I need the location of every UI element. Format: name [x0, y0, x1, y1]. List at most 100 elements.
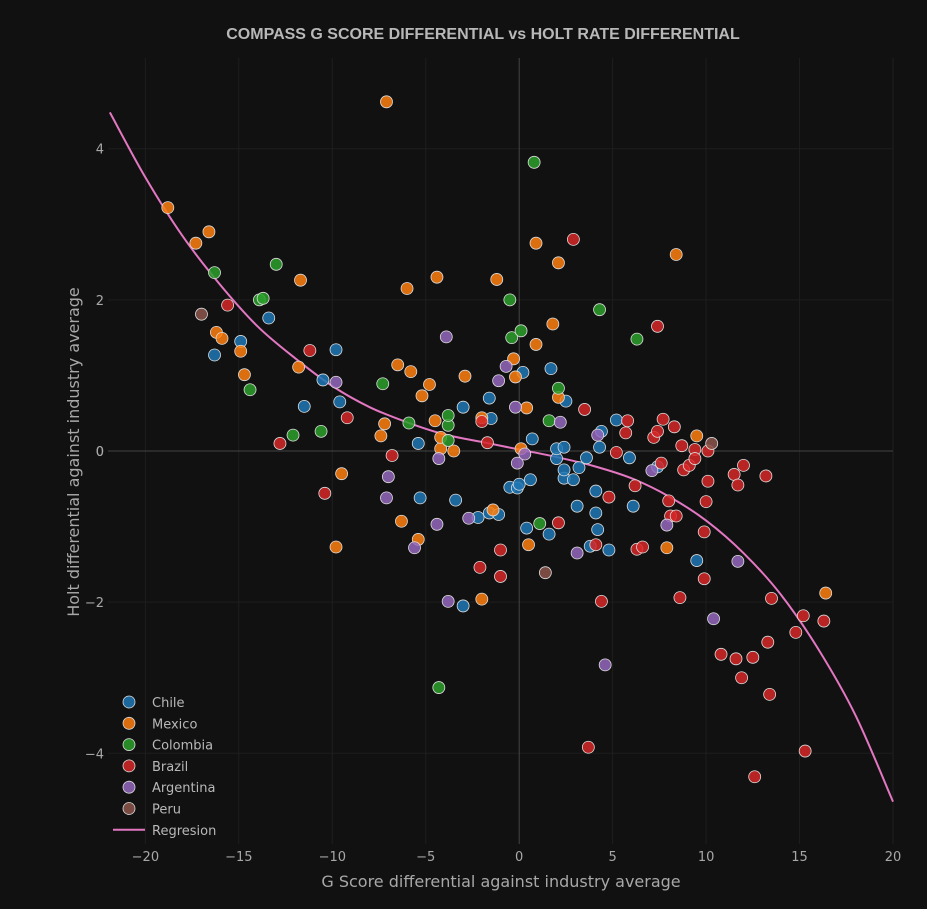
data-point-brazil	[789, 625, 803, 639]
data-point-argentina	[381, 470, 395, 484]
data-point-chile	[333, 395, 347, 409]
y-tick-label: −4	[85, 747, 104, 762]
legend[interactable]: Chile Mexico Colombia Brazil Argentina Peru Re…	[113, 695, 216, 839]
data-point-colombia	[593, 303, 606, 317]
data-point-argentina	[492, 374, 506, 388]
data-point-chile	[589, 506, 603, 520]
data-point-brazil	[628, 479, 642, 493]
y-tick-label: −2	[85, 596, 104, 611]
data-point-chile	[557, 463, 571, 477]
data-point-argentina	[645, 464, 659, 478]
data-point-brazil	[473, 560, 487, 574]
data-point-chile	[525, 432, 539, 446]
data-point-chile	[626, 499, 640, 513]
data-point-argentina	[439, 330, 453, 344]
data-point-argentina	[598, 658, 612, 672]
data-point-chile	[208, 348, 221, 362]
data-point-colombia	[533, 517, 547, 530]
data-point-brazil	[731, 478, 745, 492]
data-point-brazil	[621, 414, 634, 428]
data-point-brazil	[697, 572, 711, 586]
data-point-colombia	[208, 266, 221, 280]
data-point-colombia	[505, 331, 519, 345]
data-point-brazil	[303, 344, 317, 357]
data-point-argentina	[660, 518, 674, 532]
data-point-brazil	[566, 232, 580, 246]
data-point-brazil	[651, 319, 664, 333]
legend-marker	[122, 695, 136, 709]
data-point-peru	[195, 307, 208, 321]
data-point-chile	[557, 440, 571, 454]
y-tick-label: 0	[96, 445, 104, 460]
data-point-chile	[566, 473, 580, 487]
data-point-argentina	[570, 546, 584, 560]
data-point-colombia	[243, 383, 257, 397]
data-point-chile	[456, 599, 470, 613]
data-point-chile	[413, 491, 427, 505]
data-point-mexico	[529, 236, 543, 250]
legend-marker	[122, 716, 136, 730]
data-point-mexico	[234, 344, 248, 358]
data-point-colombia	[432, 681, 446, 694]
x-tick-label: 5	[609, 850, 617, 865]
x-tick-label: 0	[515, 850, 523, 865]
legend-marker	[122, 802, 136, 815]
data-point-chile	[524, 473, 537, 487]
data-point-mexico	[380, 95, 393, 109]
data-point-chile	[411, 437, 425, 450]
data-point-brazil	[619, 426, 633, 440]
data-point-argentina	[499, 359, 513, 373]
data-point-colombia	[269, 257, 283, 271]
legend-label: Argentina	[152, 781, 215, 796]
data-point-colombia	[441, 409, 455, 422]
data-point-brazil	[494, 543, 507, 557]
data-point-brazil	[729, 652, 743, 666]
regression-layer	[108, 111, 894, 803]
data-point-brazil	[602, 490, 616, 504]
data-point-brazil	[714, 647, 728, 661]
y-tick-label: 4	[96, 143, 104, 158]
data-point-colombia	[314, 424, 328, 438]
data-point-chile	[329, 343, 343, 357]
data-point-mexico	[520, 401, 534, 415]
data-point-mexico	[690, 429, 704, 443]
data-point-mexico	[215, 331, 229, 345]
data-point-brazil	[385, 449, 399, 462]
data-point-argentina	[380, 491, 393, 505]
data-point-mexico	[423, 378, 436, 391]
regression-line	[108, 111, 894, 803]
data-point-brazil	[481, 436, 494, 450]
data-point-chile	[316, 373, 330, 387]
data-point-brazil	[746, 650, 760, 664]
data-point-chile	[591, 523, 605, 536]
data-point-brazil	[609, 446, 623, 459]
legend-label: Mexico	[152, 717, 197, 732]
data-point-brazil	[589, 538, 603, 552]
x-tick-label: 10	[698, 850, 715, 865]
x-tick-label: −5	[416, 850, 435, 865]
data-point-chile	[297, 400, 311, 413]
data-point-brazil	[817, 614, 831, 628]
data-point-chile	[589, 484, 603, 498]
data-point-brazil	[765, 591, 778, 605]
data-point-brazil	[552, 516, 565, 530]
data-point-argentina	[518, 447, 532, 461]
scatter-points	[161, 95, 833, 784]
data-point-chile	[262, 311, 276, 325]
chart-title: COMPASS G SCORE DIFFERENTIAL vs HOLT RAT…	[226, 26, 740, 43]
data-point-chile	[570, 499, 584, 513]
data-point-argentina	[509, 400, 522, 414]
data-point-brazil	[697, 525, 711, 539]
y-tick-label: 2	[96, 294, 104, 309]
data-point-argentina	[329, 375, 343, 389]
data-point-chile	[449, 493, 463, 507]
data-point-brazil	[673, 591, 687, 605]
data-point-colombia	[256, 291, 270, 305]
data-point-mexico	[490, 273, 504, 286]
x-tick-label: −15	[225, 850, 252, 865]
legend-label: Peru	[152, 803, 181, 818]
data-point-brazil	[340, 411, 354, 425]
data-point-colombia	[503, 293, 517, 307]
data-point-colombia	[402, 416, 416, 430]
